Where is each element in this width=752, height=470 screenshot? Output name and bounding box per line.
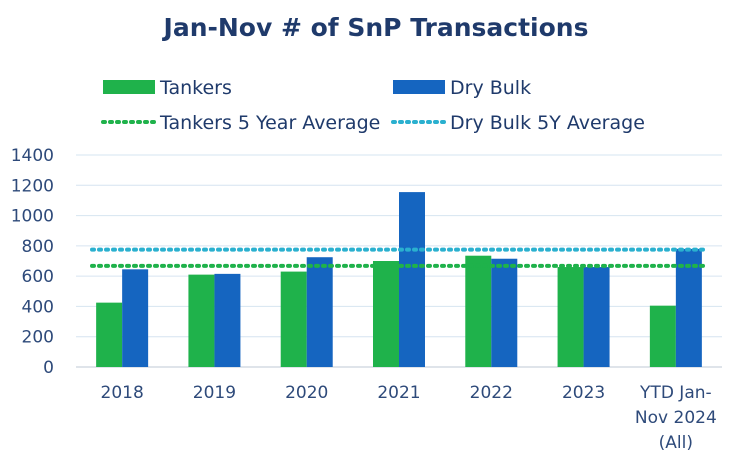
bar-dry-bulk xyxy=(491,258,518,367)
legend-swatch-dry-bulk xyxy=(393,80,445,94)
chart-title: Jan-Nov # of SnP Transactions xyxy=(162,13,589,42)
legend-label-tankers-average: Tankers 5 Year Average xyxy=(159,112,380,134)
bar-tankers xyxy=(649,305,676,367)
bar-dry-bulk xyxy=(583,267,610,367)
bar-tankers xyxy=(373,261,399,367)
bar-tankers xyxy=(188,274,215,367)
bar-tankers xyxy=(96,302,123,367)
bar-dry-bulk xyxy=(122,269,149,367)
y-tick-label: 600 xyxy=(22,267,54,287)
x-category-label: 2018 xyxy=(101,383,144,403)
x-category-label: 2019 xyxy=(193,383,236,403)
x-axis-category-labels: 2018 2019 2020 2021 2022 2023 YTD Jan- Nov 2024… xyxy=(101,383,717,453)
bar-dry-bulk xyxy=(675,248,702,367)
y-tick-label: 400 xyxy=(22,297,54,317)
x-category-label: 2021 xyxy=(377,383,420,403)
bar-tankers xyxy=(557,267,584,367)
bar-dry-bulk xyxy=(214,273,241,367)
bars xyxy=(96,192,702,367)
y-tick-label: 1400 xyxy=(11,146,54,166)
bar-dry-bulk xyxy=(399,192,425,367)
legend-label-tankers: Tankers xyxy=(159,77,232,99)
bar-tankers xyxy=(280,271,307,367)
x-category-label: 2022 xyxy=(470,383,513,403)
legend-label-dry-bulk-average: Dry Bulk 5Y Average xyxy=(450,112,645,134)
x-category-label: YTD Jan- xyxy=(639,383,712,403)
y-tick-label: 1200 xyxy=(11,176,54,196)
bar-tankers xyxy=(465,255,492,367)
bar-dry-bulk xyxy=(306,257,333,367)
average-lines xyxy=(90,247,708,268)
y-tick-label: 200 xyxy=(22,328,54,348)
legend-swatch-tankers xyxy=(103,80,155,94)
x-category-label: 2020 xyxy=(285,383,328,403)
x-category-label: 2023 xyxy=(562,383,605,403)
legend-label-dry-bulk: Dry Bulk xyxy=(450,77,531,99)
y-tick-label: 0 xyxy=(43,358,54,378)
y-axis-tick-labels: 0 200 400 600 800 1000 1200 1400 xyxy=(11,146,54,378)
legend: Tankers Dry Bulk Tankers 5 Year Average … xyxy=(101,77,645,134)
y-tick-label: 800 xyxy=(22,237,54,257)
y-tick-label: 1000 xyxy=(11,207,54,227)
x-category-label: Nov 2024 xyxy=(635,408,717,428)
x-category-label: (All) xyxy=(659,433,693,453)
